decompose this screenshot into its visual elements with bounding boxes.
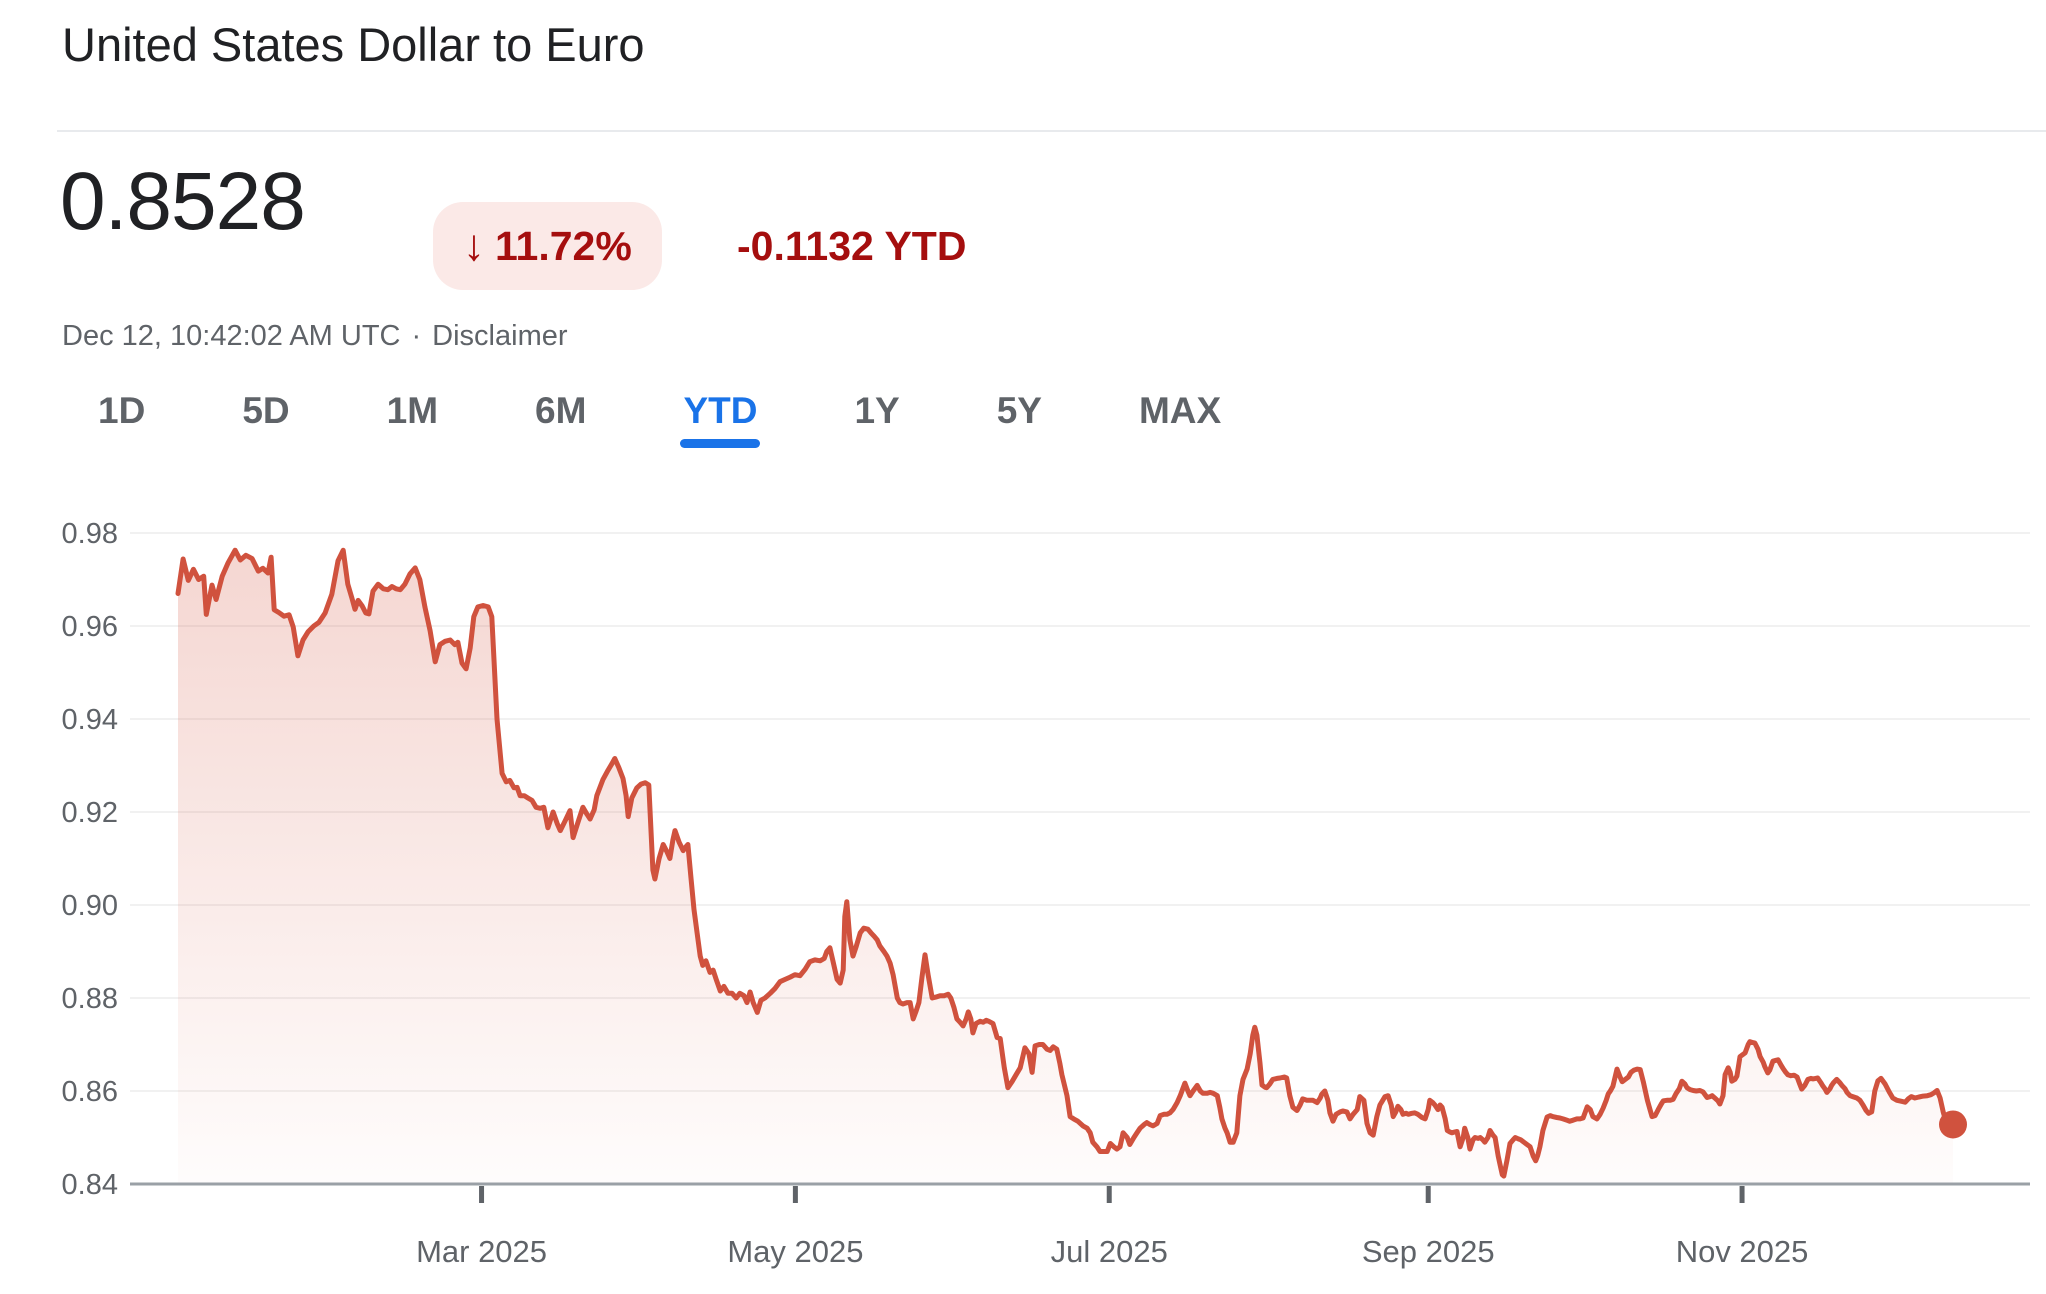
down-arrow-icon: ↓	[463, 221, 485, 270]
range-tabs: 1D 5D 1M 6M YTD 1Y 5Y MAX	[98, 390, 1222, 448]
page-title: United States Dollar to Euro	[62, 18, 645, 71]
tab-1y[interactable]: 1Y	[854, 390, 900, 431]
price-value: 0.8528	[60, 156, 306, 247]
y-axis-label: 0.88	[62, 983, 118, 1015]
y-axis-label: 0.98	[62, 518, 118, 550]
y-axis-label: 0.94	[62, 704, 118, 736]
change-percent: 11.72%	[495, 222, 632, 269]
x-axis-label: Sep 2025	[1362, 1234, 1495, 1269]
price-line	[175, 547, 1956, 1179]
y-axis-label: 0.86	[62, 1076, 118, 1108]
dot-separator: ·	[411, 320, 422, 352]
last-price-dot	[1939, 1110, 1967, 1139]
header-divider	[57, 130, 2046, 132]
y-axis-label: 0.84	[62, 1169, 118, 1201]
tab-5y[interactable]: 5Y	[996, 390, 1042, 431]
x-axis-label: Mar 2025	[416, 1234, 547, 1269]
tab-1d[interactable]: 1D	[98, 390, 146, 431]
tab-6m[interactable]: 6M	[535, 390, 587, 431]
y-axis-label: 0.96	[62, 611, 118, 643]
tab-5d[interactable]: 5D	[242, 390, 290, 431]
timestamp: Dec 12, 10:42:02 AM UTC	[62, 320, 401, 352]
y-axis-label: 0.92	[62, 797, 118, 829]
y-axis-label: 0.90	[62, 890, 118, 922]
x-axis-label: Jul 2025	[1051, 1234, 1168, 1269]
x-axis-label: May 2025	[727, 1234, 863, 1269]
x-axis-label: Nov 2025	[1676, 1234, 1809, 1269]
tab-max[interactable]: MAX	[1138, 390, 1222, 431]
area-fill	[178, 550, 1953, 1183]
ytd-change: -0.1132 YTD	[737, 222, 967, 269]
disclaimer-link[interactable]: Disclaimer	[432, 320, 568, 352]
tab-ytd[interactable]: YTD	[680, 390, 761, 448]
tab-1m[interactable]: 1M	[386, 390, 439, 431]
change-badge: ↓ 11.72%	[433, 202, 662, 290]
timestamp-row: Dec 12, 10:42:02 AM UTC · Disclaimer	[62, 320, 568, 353]
